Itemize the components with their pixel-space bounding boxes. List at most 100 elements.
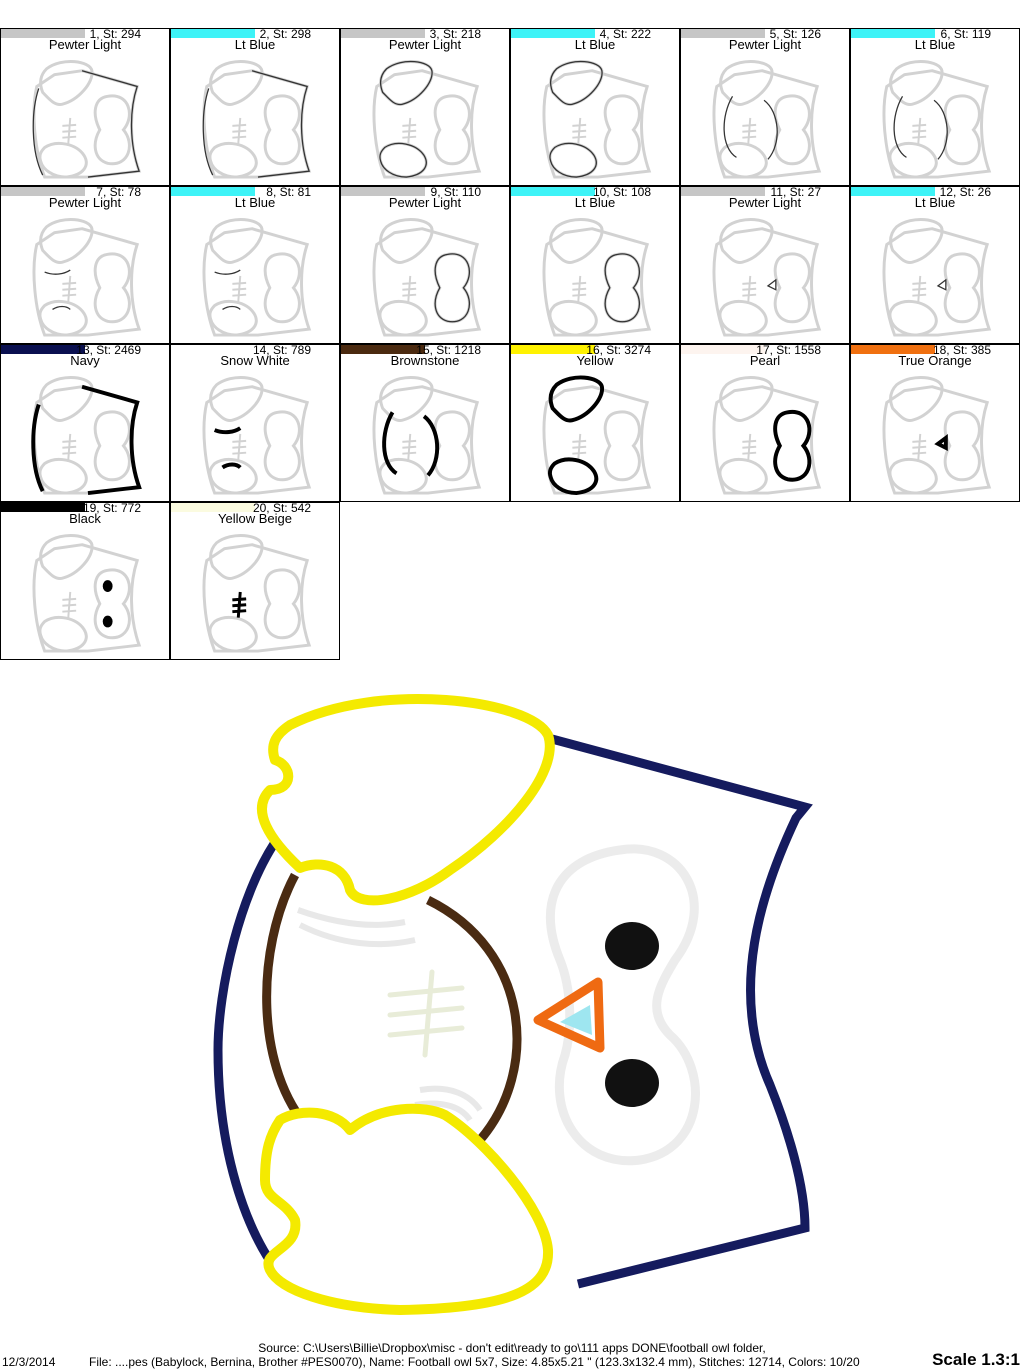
color-swatch: [171, 503, 255, 512]
footer-date: 12/3/2014: [2, 1355, 56, 1369]
color-swatch: [1, 29, 85, 38]
thread-color-name: True Orange: [898, 353, 972, 368]
stop-number-stitches: 11, St: 27: [770, 186, 821, 199]
navy-outline-left: [213, 832, 284, 1278]
color-stop-cell: 10, St: 108 Lt Blue: [510, 186, 680, 344]
orange-beak: [533, 977, 605, 1053]
beak-inner: [560, 1005, 592, 1035]
color-swatch: [681, 187, 765, 196]
thread-color-name: Brownstone: [390, 353, 460, 368]
wings-outline-icon: [542, 60, 652, 179]
stop-number-stitches: 10, St: 108: [592, 186, 651, 199]
yellow-wing-bottom: [260, 1103, 554, 1315]
color-stop-cell: 6, St: 119 Lt Blue: [850, 28, 1020, 186]
color-stop-cell: 12, St: 26 Lt Blue: [850, 186, 1020, 344]
stop-number-stitches: 13, St: 2469: [76, 344, 141, 357]
color-stop-cell: 17, St: 1558 Pearl: [680, 344, 850, 502]
color-swatch: [511, 29, 595, 38]
color-swatch: [171, 187, 255, 196]
wings-satin-icon: [542, 375, 652, 496]
color-stop-cell: 1, St: 294 Pewter Light: [0, 28, 170, 186]
color-stop-cell: 18, St: 385 True Orange: [850, 344, 1020, 502]
thread-color-name: Pewter Light: [48, 195, 122, 210]
side-satin-icon: [31, 376, 142, 496]
thread-color-name: Yellow: [576, 353, 614, 368]
footer-source: Source: C:\Users\Billie\Dropbox\misc - d…: [258, 1341, 766, 1355]
beak-satin-icon: [882, 376, 992, 495]
stop-number-stitches: 17, St: 1558: [756, 344, 821, 357]
eyes-outline-icon: [372, 218, 482, 337]
thread-color-name: Lt Blue: [234, 195, 276, 210]
stop-number-stitches: 12, St: 26: [939, 186, 991, 199]
color-stop-cell: 7, St: 78 Pewter Light: [0, 186, 170, 344]
feather-outline-icon: [32, 218, 142, 337]
color-swatch: [851, 345, 935, 354]
thread-color-name: Pewter Light: [388, 37, 462, 52]
thread-color-name: Lt Blue: [574, 37, 616, 52]
brownstone-belly: [262, 872, 522, 1143]
color-stop-cell: 14, St: 789 Snow White: [170, 344, 340, 502]
thread-color-name: Lt Blue: [914, 37, 956, 52]
stop-number-stitches: 7, St: 78: [96, 186, 141, 199]
yellow-wing-top: [256, 694, 555, 906]
thread-color-name: Pewter Light: [48, 37, 122, 52]
thread-color-name: Lt Blue: [914, 195, 956, 210]
feather-satin-icon: [202, 376, 312, 495]
beak-outline-icon: [712, 218, 822, 337]
stop-number-stitches: 16, St: 3274: [586, 344, 651, 357]
pupil-top: [605, 922, 659, 970]
color-stop-cell: 4, St: 222 Lt Blue: [510, 28, 680, 186]
color-stop-cell: 19, St: 772 Black: [0, 502, 170, 660]
thread-color-name: Lt Blue: [574, 195, 616, 210]
laces-icon: [202, 534, 312, 653]
thread-color-name: Lt Blue: [234, 37, 276, 52]
thread-color-name: Pewter Light: [728, 195, 802, 210]
color-swatch: [171, 345, 255, 354]
stop-number-stitches: 4, St: 222: [599, 28, 651, 41]
belly-outline-icon: [712, 60, 822, 179]
pupils-icon: [32, 534, 142, 653]
footer-file-info: File: ....pes (Babylock, Bernina, Brothe…: [89, 1355, 860, 1369]
color-swatch: [681, 29, 765, 38]
stop-number-stitches: 19, St: 772: [82, 502, 141, 515]
color-stop-cell: 20, St: 542 Yellow Beige: [170, 502, 340, 660]
stop-number-stitches: 2, St: 298: [259, 28, 311, 41]
thread-color-name: Navy: [70, 353, 100, 368]
beak-outline-icon: [882, 218, 992, 337]
stop-number-stitches: 18, St: 385: [932, 344, 991, 357]
color-swatch: [1, 187, 85, 196]
color-swatch: [1, 503, 85, 512]
color-stop-cell: 16, St: 3274 Yellow: [510, 344, 680, 502]
belly-satin-icon: [372, 376, 482, 495]
wings-outline-icon: [372, 60, 482, 179]
owl-design-preview: [213, 694, 813, 1315]
color-stop-cell: 13, St: 2469 Navy: [0, 344, 170, 502]
thread-color-name: Pewter Light: [728, 37, 802, 52]
thread-color-name: Pearl: [749, 353, 781, 368]
color-swatch: [511, 345, 595, 354]
stop-number-stitches: 15, St: 1218: [416, 344, 481, 357]
color-swatch: [511, 187, 595, 196]
color-swatch: [341, 345, 425, 354]
footer-scale: Scale 1.3:1: [932, 1350, 1020, 1369]
navy-outline-right: [550, 734, 813, 1289]
thread-color-name: Snow White: [220, 353, 290, 368]
side-outline-icon: [32, 60, 142, 179]
stop-number-stitches: 5, St: 126: [769, 28, 821, 41]
color-swatch: [851, 187, 935, 196]
eyes-satin-icon: [712, 376, 822, 495]
stop-number-stitches: 20, St: 542: [252, 502, 311, 515]
side-outline-icon: [202, 60, 312, 179]
pearl-eyes: [545, 844, 700, 1166]
color-stop-cell: 9, St: 110 Pewter Light: [340, 186, 510, 344]
football-laces: [387, 969, 465, 1058]
belly-outline-icon: [882, 60, 992, 179]
stop-number-stitches: 9, St: 110: [430, 186, 481, 199]
thread-color-name: Yellow Beige: [218, 511, 292, 526]
color-swatch: [681, 345, 765, 354]
color-stop-cell: 5, St: 126 Pewter Light: [680, 28, 850, 186]
stop-number-stitches: 14, St: 789: [252, 344, 311, 357]
color-stop-cell: 8, St: 81 Lt Blue: [170, 186, 340, 344]
color-swatch: [341, 29, 425, 38]
feather-outline-icon: [202, 218, 312, 337]
